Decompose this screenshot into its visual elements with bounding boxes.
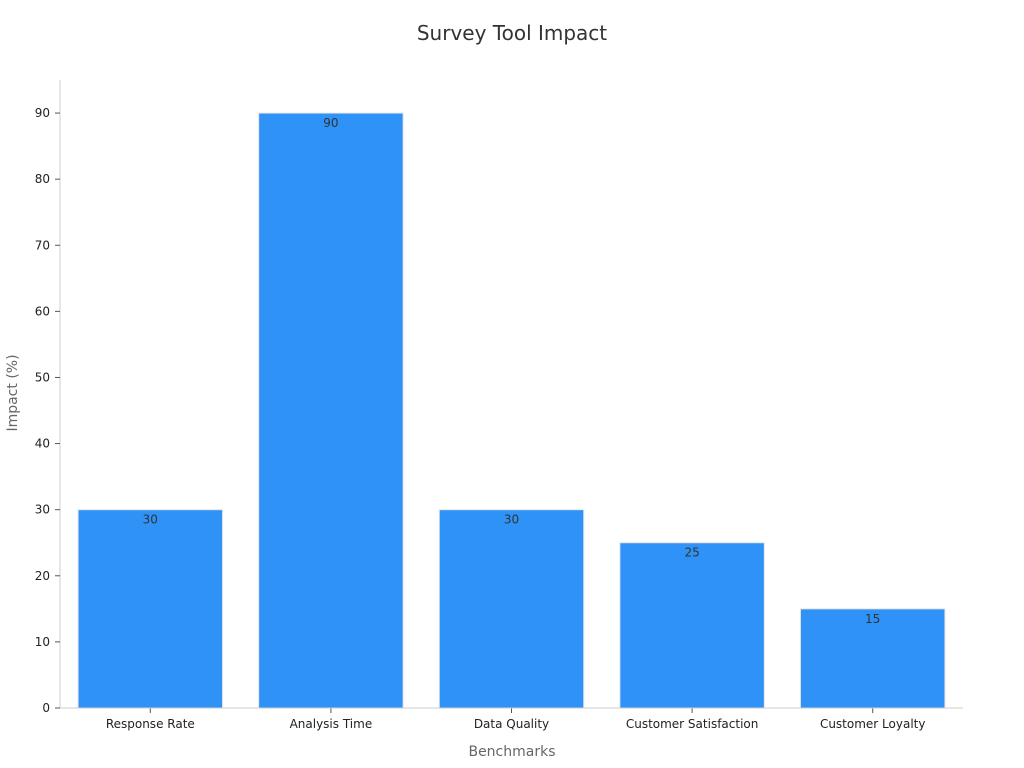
y-tick-label: 90 [35,106,50,120]
y-tick-label: 30 [35,503,50,517]
x-tick-label: Analysis Time [290,717,373,731]
y-axis-label: Impact (%) [5,354,21,431]
x-tick-label: Response Rate [106,717,195,731]
bar-data-quality [438,509,585,709]
y-tick-label: 70 [35,238,50,252]
y-tick-label: 10 [35,635,50,649]
x-tick-label: Customer Loyalty [820,717,926,731]
bar-customer-loyalty [799,608,946,709]
data-label: 30 [504,513,519,527]
data-label: 90 [323,116,338,130]
chart-title: Survey Tool Impact [417,21,607,45]
y-tick-label: 40 [35,437,50,451]
x-tick-label: Customer Satisfaction [626,717,759,731]
data-label: 15 [865,612,880,626]
bars-group [77,112,946,709]
x-axis: Response Rate Analysis Time Data Quality Cu… [60,707,963,731]
y-axis: 0 10 20 30 40 50 60 70 80 90 [35,80,61,715]
y-tick-label: 20 [35,569,50,583]
bar-response-rate [77,509,224,709]
data-labels-group: 30 90 30 25 15 [143,116,881,626]
x-axis-label: Benchmarks [468,744,555,760]
data-label: 25 [684,546,699,560]
y-tick-label: 0 [42,701,50,715]
data-label: 30 [143,513,158,527]
bar-analysis-time [258,112,404,709]
y-tick-label: 80 [35,172,50,186]
x-tick-label: Data Quality [474,717,549,731]
y-tick-label: 60 [35,304,50,318]
y-tick-label: 50 [35,370,50,384]
bar-customer-satisfaction [619,542,765,709]
